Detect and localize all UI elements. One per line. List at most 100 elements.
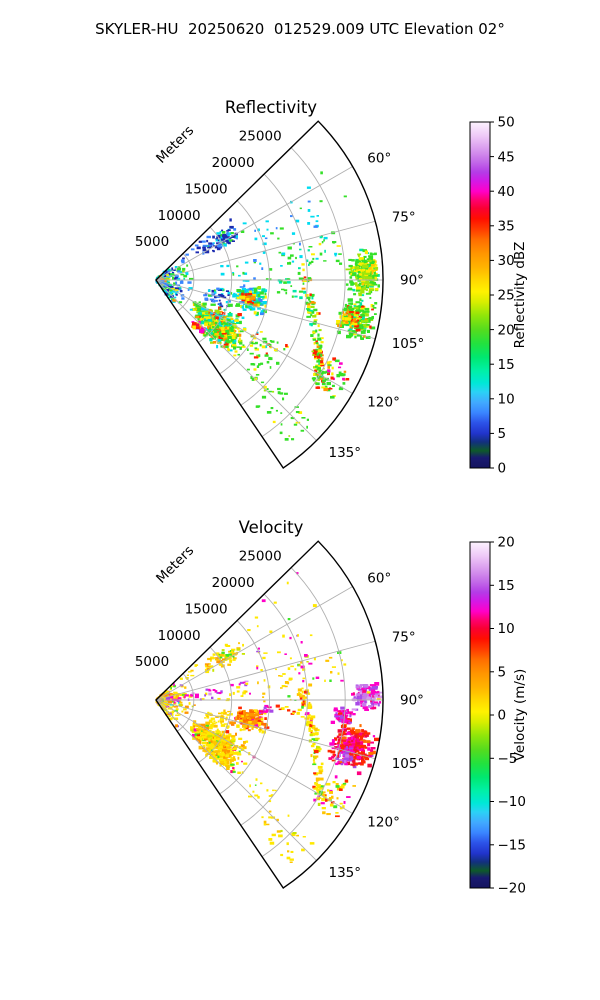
echo-dot — [174, 706, 178, 708]
echo-dot — [227, 229, 231, 232]
echo-dot — [310, 744, 315, 748]
echo-dot — [213, 289, 216, 292]
echo-dot — [200, 320, 206, 325]
echo-dot — [343, 732, 348, 736]
echo-dot — [358, 277, 364, 280]
echo-dot — [269, 630, 273, 633]
echo-dot — [348, 759, 353, 762]
colorbar-tick-label: 35 — [498, 219, 515, 235]
echo-dot — [358, 746, 361, 749]
echo-dot — [335, 259, 340, 263]
echo-dot — [222, 316, 227, 319]
range-ring — [219, 620, 270, 795]
echo-dot — [336, 374, 340, 378]
echo-dot — [351, 708, 357, 711]
echo-dot — [227, 710, 232, 713]
echo-dot — [225, 736, 230, 739]
echo-dot — [195, 727, 201, 730]
echo-dot — [332, 781, 336, 784]
echo-dot — [227, 233, 230, 237]
azimuth-label: 60° — [367, 571, 391, 587]
echo-dot — [231, 240, 235, 242]
echo-dot — [239, 728, 242, 732]
echo-dot — [348, 315, 352, 318]
echo-dot — [309, 300, 312, 303]
echo-dot — [355, 275, 359, 278]
echo-dot — [371, 690, 377, 695]
echo-dot — [208, 689, 212, 692]
echo-dot — [321, 380, 326, 382]
echo-dot — [236, 346, 241, 348]
echo-dot — [296, 711, 300, 715]
echo-dot — [358, 292, 362, 297]
echo-dot — [264, 717, 267, 720]
echo-dot — [210, 309, 213, 312]
echo-dot — [198, 240, 202, 243]
echo-dot — [237, 353, 240, 356]
echo-dot — [344, 763, 348, 766]
echo-dot — [212, 745, 216, 750]
echo-dot — [206, 688, 211, 691]
echo-dot — [278, 675, 281, 677]
echo-dot — [253, 303, 258, 307]
echo-dot — [350, 729, 355, 732]
echo-dot — [279, 227, 284, 230]
echo-dot — [331, 666, 336, 668]
echo-dot — [165, 710, 169, 714]
echo-dot — [310, 215, 315, 218]
echo-dot — [309, 733, 313, 737]
echo-dot — [356, 738, 360, 742]
echo-dot — [242, 308, 247, 311]
echo-dot — [169, 695, 174, 699]
echo-dot — [314, 355, 317, 358]
echo-dot — [232, 657, 237, 660]
echo-dot — [269, 709, 274, 713]
echo-dot — [369, 288, 375, 291]
echo-dot — [255, 717, 260, 720]
echo-dot — [199, 318, 203, 321]
echo-dot — [232, 768, 235, 771]
echo-dot — [213, 336, 217, 340]
echo-dot — [215, 750, 220, 753]
echo-dot — [361, 259, 364, 263]
echo-dot — [249, 784, 251, 788]
echo-dot — [262, 308, 265, 311]
echo-dot — [352, 272, 356, 276]
echo-dot — [327, 365, 330, 369]
echo-dot — [362, 268, 366, 272]
echo-dot — [243, 712, 246, 715]
echo-dot — [372, 281, 376, 285]
echo-dot — [306, 716, 310, 719]
echo-dot — [278, 281, 283, 284]
echo-dot — [372, 267, 375, 270]
colorbar-tick-label: 20 — [498, 535, 515, 551]
azimuth-spoke — [155, 640, 376, 701]
echo-dot — [167, 693, 170, 696]
echo-dot — [302, 699, 305, 703]
echo-dot — [249, 287, 254, 291]
echo-dot — [275, 668, 277, 671]
echo-dot — [260, 381, 265, 384]
echo-dot — [219, 718, 222, 722]
echo-dot — [227, 300, 231, 303]
echo-dot — [215, 756, 218, 759]
echo-dot — [366, 740, 371, 744]
echo-dot — [225, 734, 229, 738]
echo-dot — [231, 334, 236, 338]
echo-dot — [316, 375, 322, 379]
echo-dot — [294, 295, 298, 298]
echo-dot — [348, 258, 352, 261]
echo-dot — [237, 339, 243, 344]
echo-dot — [173, 684, 176, 688]
echo-dot — [310, 305, 315, 308]
echo-dot — [372, 696, 376, 700]
echo-dot — [170, 300, 173, 302]
echo-dot — [339, 786, 342, 788]
echo-dot — [217, 338, 222, 342]
echo-dot — [213, 720, 216, 722]
echo-dot — [285, 291, 288, 295]
echo-dot — [175, 281, 178, 285]
echo-dot — [308, 246, 313, 248]
range-ring-label: 5000 — [135, 234, 169, 250]
echo-dot — [221, 649, 225, 652]
